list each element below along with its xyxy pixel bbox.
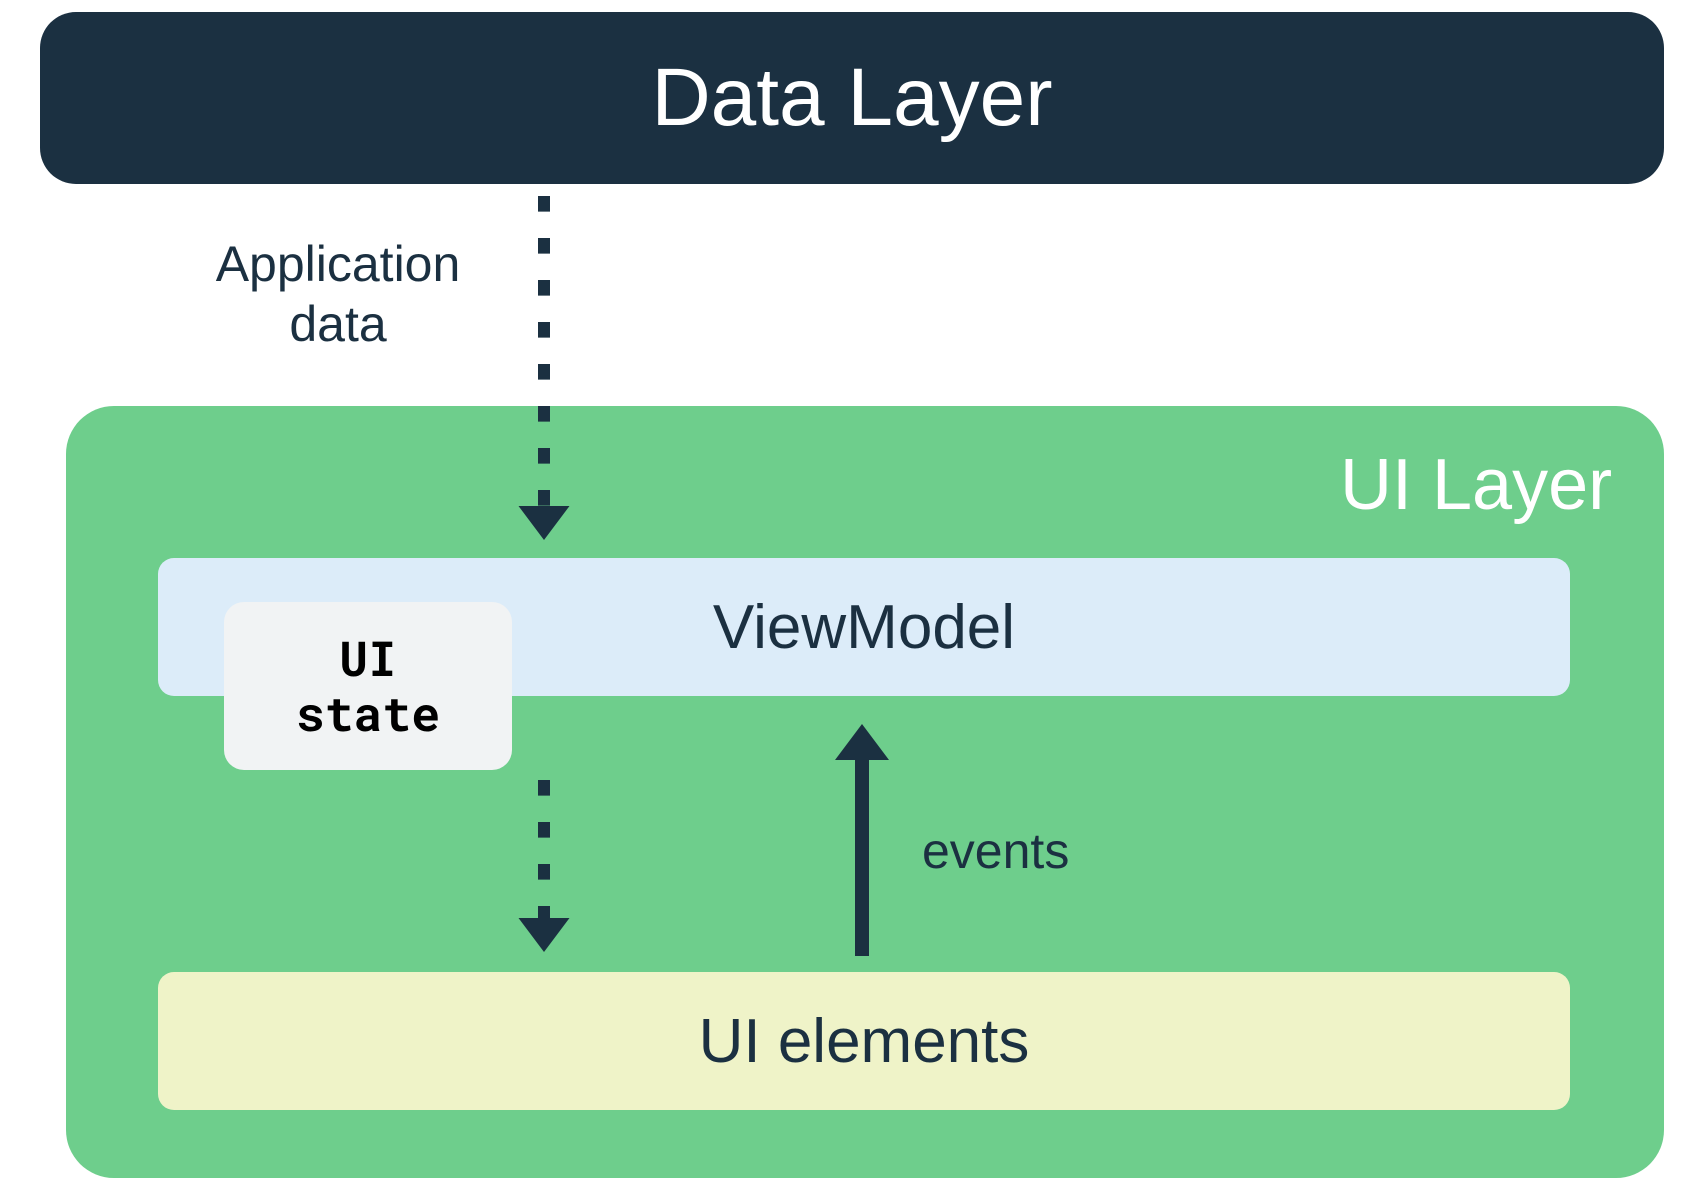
application-data-label-line2: data (289, 296, 386, 352)
viewmodel-label: ViewModel (713, 592, 1015, 663)
data-layer-box: Data Layer (40, 12, 1664, 184)
ui-state-label-line2: state (296, 682, 440, 745)
events-label-text: events (922, 822, 1069, 880)
data-layer-label: Data Layer (651, 51, 1052, 145)
events-label: events (922, 822, 1142, 880)
application-data-label-line1: Application (216, 236, 461, 292)
ui-elements-box: UI elements (158, 972, 1570, 1110)
ui-elements-label: UI elements (699, 1006, 1030, 1077)
ui-state-label-line1: UI (339, 627, 397, 690)
application-data-label: Application data (188, 234, 488, 354)
ui-state-badge: UI state (224, 602, 512, 770)
ui-layer-title: UI Layer (1340, 444, 1612, 526)
ui-layer-label: UI Layer (1340, 444, 1612, 526)
architecture-diagram: Data Layer UI Layer ViewModel UI element… (0, 0, 1702, 1194)
